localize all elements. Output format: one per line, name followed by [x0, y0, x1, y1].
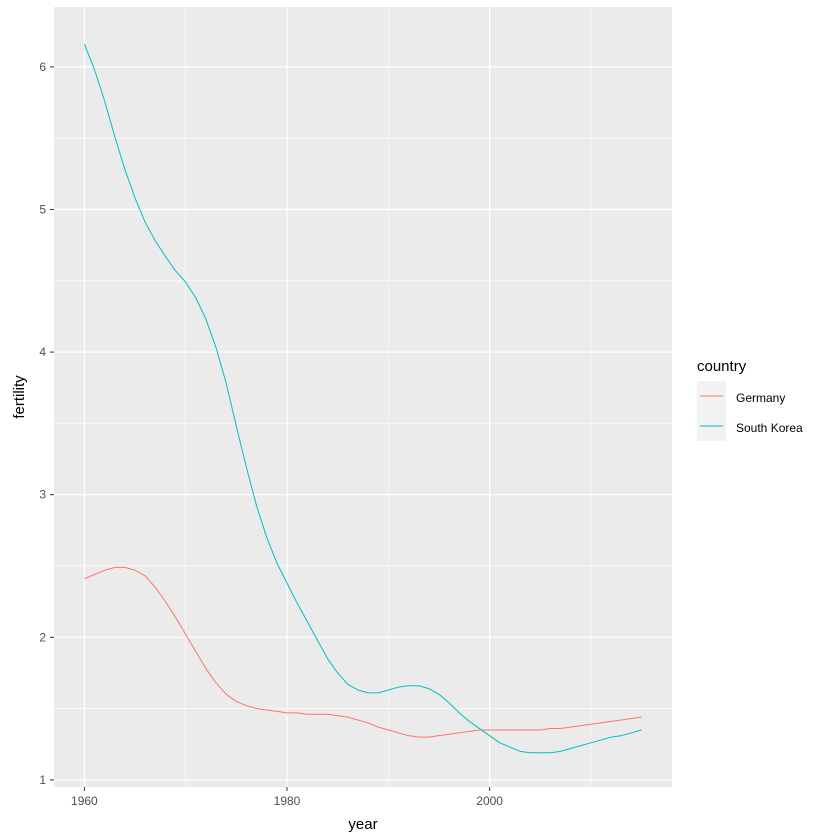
x-tick-label-2000: 2000: [476, 794, 503, 808]
y-tick-label-2: 2: [39, 630, 46, 644]
legend-label-south-korea: South Korea: [736, 421, 803, 435]
x-tick-label-1980: 1980: [274, 794, 301, 808]
y-axis-title: fertility: [11, 375, 28, 419]
y-tick-label-1: 1: [39, 773, 46, 787]
grid-minor: [54, 7, 672, 787]
grid-major: [54, 7, 672, 787]
y-tick-label-4: 4: [39, 345, 46, 359]
legend-title: country: [697, 358, 747, 375]
legend: country Germany South Korea: [697, 358, 803, 441]
series-layer: [83, 43, 642, 754]
plot-panel: [54, 7, 672, 787]
x-tick-label-1960: 1960: [71, 794, 98, 808]
y-tick-label-6: 6: [39, 60, 46, 74]
series-line-germany: [84, 566, 642, 738]
y-tick-label-5: 5: [39, 202, 46, 216]
series-line-south-korea: [83, 43, 642, 754]
x-axis-title: year: [348, 816, 377, 833]
tick-labels: 1960 1980 2000 1 2 3 4 5 6: [39, 60, 503, 808]
y-tick-label-3: 3: [39, 488, 46, 502]
axis-ticks: [50, 66, 491, 791]
legend-label-germany: Germany: [736, 391, 785, 405]
